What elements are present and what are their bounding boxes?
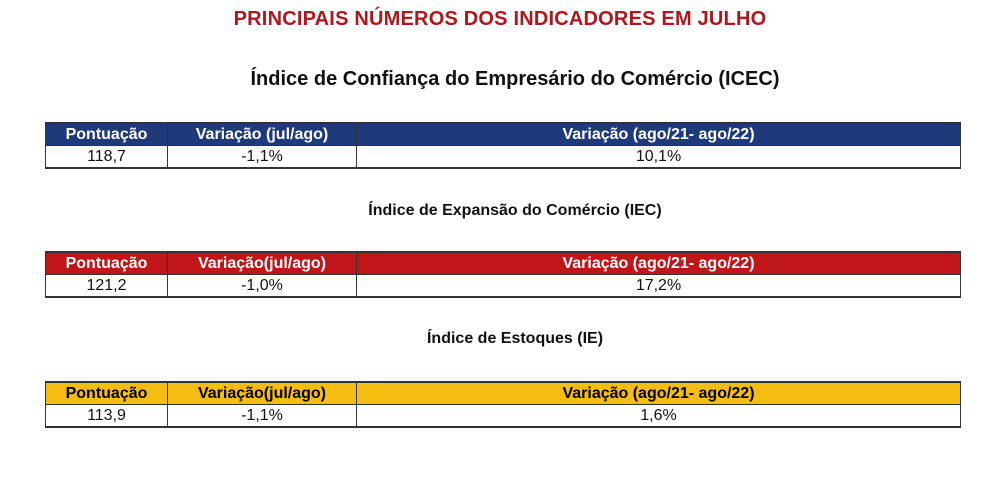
icec-table: Pontuação Variação (jul/ago) Variação (a… bbox=[45, 122, 961, 169]
icec-yearly-variation-value: 10,1% bbox=[356, 145, 961, 169]
iec-header-monthly-variation: Variação(jul/ago) bbox=[167, 251, 357, 275]
ie-header-monthly-variation: Variação(jul/ago) bbox=[167, 381, 357, 405]
iec-score-value: 121,2 bbox=[45, 274, 168, 298]
ie-header-score: Pontuação bbox=[45, 381, 168, 405]
ie-score-value: 113,9 bbox=[45, 404, 168, 428]
ie-section-title: Índice de Estoques (IE) bbox=[426, 330, 604, 347]
icec-score-value: 118,7 bbox=[45, 145, 168, 169]
ie-header-row: Pontuação Variação(jul/ago) Variação (ag… bbox=[45, 381, 961, 405]
iec-value-row: 121,2 -1,0% 17,2% bbox=[45, 274, 961, 298]
page-title: PRINCIPAIS NÚMEROS DOS INDICADORES EM JU… bbox=[233, 8, 767, 30]
iec-header-yearly-variation: Variação (ago/21- ago/22) bbox=[356, 251, 961, 275]
iec-monthly-variation-value: -1,0% bbox=[167, 274, 357, 298]
icec-header-monthly-variation: Variação (jul/ago) bbox=[167, 122, 357, 146]
ie-value-row: 113,9 -1,1% 1,6% bbox=[45, 404, 961, 428]
ie-yearly-variation-value: 1,6% bbox=[356, 404, 961, 428]
ie-table: Pontuação Variação(jul/ago) Variação (ag… bbox=[45, 381, 961, 428]
ie-monthly-variation-value: -1,1% bbox=[167, 404, 357, 428]
icec-value-row: 118,7 -1,1% 10,1% bbox=[45, 145, 961, 169]
iec-header-row: Pontuação Variação(jul/ago) Variação (ag… bbox=[45, 251, 961, 275]
iec-header-score: Pontuação bbox=[45, 251, 168, 275]
icec-header-score: Pontuação bbox=[45, 122, 168, 146]
iec-yearly-variation-value: 17,2% bbox=[356, 274, 961, 298]
iec-section-title: Índice de Expansão do Comércio (IEC) bbox=[368, 202, 662, 219]
icec-header-yearly-variation: Variação (ago/21- ago/22) bbox=[356, 122, 961, 146]
icec-header-row: Pontuação Variação (jul/ago) Variação (a… bbox=[45, 122, 961, 146]
ie-header-yearly-variation: Variação (ago/21- ago/22) bbox=[356, 381, 961, 405]
icec-monthly-variation-value: -1,1% bbox=[167, 145, 357, 169]
iec-table: Pontuação Variação(jul/ago) Variação (ag… bbox=[45, 251, 961, 298]
icec-section-title: Índice de Confiança do Empresário do Com… bbox=[250, 68, 780, 90]
